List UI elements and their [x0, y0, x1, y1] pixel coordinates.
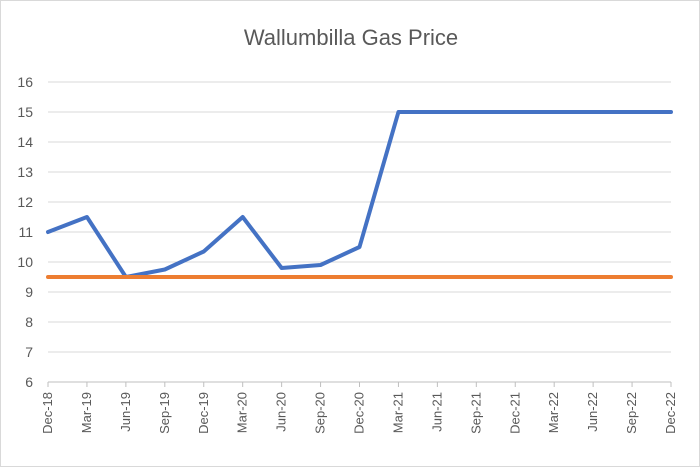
x-tick-label: Sep-22 — [624, 392, 639, 434]
x-tick-label: Mar-19 — [79, 392, 94, 433]
x-tick-label: Mar-21 — [390, 392, 405, 433]
chart-title: Wallumbilla Gas Price — [243, 25, 459, 50]
x-tick-label: Jun-22 — [585, 392, 600, 432]
x-tick-label: Dec-20 — [352, 392, 367, 434]
y-tick-label: 10 — [17, 254, 33, 270]
y-tick-label: 7 — [25, 344, 33, 360]
y-tick-label: 16 — [17, 74, 33, 90]
x-tick-label: Sep-20 — [313, 392, 328, 434]
y-tick-label: 13 — [17, 164, 33, 180]
x-tick-label: Jun-21 — [429, 392, 444, 432]
y-axis-ticks: 6 7 8 9 10 11 12 13 14 15 16 — [17, 74, 33, 390]
series-line-1 — [46, 110, 673, 279]
x-tick-label: Mar-22 — [546, 392, 561, 433]
x-tick-label: Sep-21 — [468, 392, 483, 434]
y-tick-label: 8 — [25, 314, 33, 330]
x-tick-label: Dec-21 — [507, 392, 522, 434]
y-tick-label: 6 — [25, 374, 33, 390]
series-lines — [46, 110, 673, 279]
x-tick-label: Dec-18 — [40, 392, 55, 434]
y-tick-label: 9 — [25, 284, 33, 300]
gridlines — [48, 81, 671, 353]
y-tick-label: 14 — [17, 134, 33, 150]
x-axis: Dec-18 Mar-19 Jun-19 Sep-19 Dec-19 Mar-20 Jun-… — [40, 381, 678, 434]
y-tick-label: 12 — [17, 194, 33, 210]
x-tick-label: Sep-19 — [157, 392, 172, 434]
x-tick-label: Jun-19 — [118, 392, 133, 432]
x-tick-label: Dec-22 — [663, 392, 678, 434]
x-tick-label: Jun-20 — [274, 392, 289, 432]
y-tick-label: 15 — [17, 104, 33, 120]
y-tick-label: 11 — [18, 224, 33, 240]
x-tick-label: Dec-19 — [196, 392, 211, 434]
x-tick-label: Mar-20 — [235, 392, 250, 433]
